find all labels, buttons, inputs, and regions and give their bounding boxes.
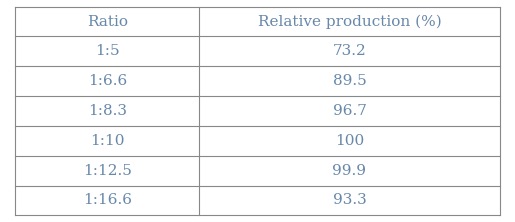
Text: 1:12.5: 1:12.5 <box>83 164 132 178</box>
Text: 1:8.3: 1:8.3 <box>88 104 127 118</box>
Text: 1:6.6: 1:6.6 <box>88 74 127 88</box>
Text: 1:16.6: 1:16.6 <box>83 193 132 207</box>
Text: 89.5: 89.5 <box>333 74 366 88</box>
Text: 99.9: 99.9 <box>333 164 367 178</box>
Text: 73.2: 73.2 <box>333 44 366 58</box>
Text: 1:5: 1:5 <box>95 44 120 58</box>
Text: 100: 100 <box>335 134 364 148</box>
Text: Ratio: Ratio <box>87 15 128 29</box>
Text: Relative production (%): Relative production (%) <box>258 14 441 29</box>
Text: 96.7: 96.7 <box>333 104 366 118</box>
Text: 1:10: 1:10 <box>90 134 125 148</box>
Text: 93.3: 93.3 <box>333 193 366 207</box>
